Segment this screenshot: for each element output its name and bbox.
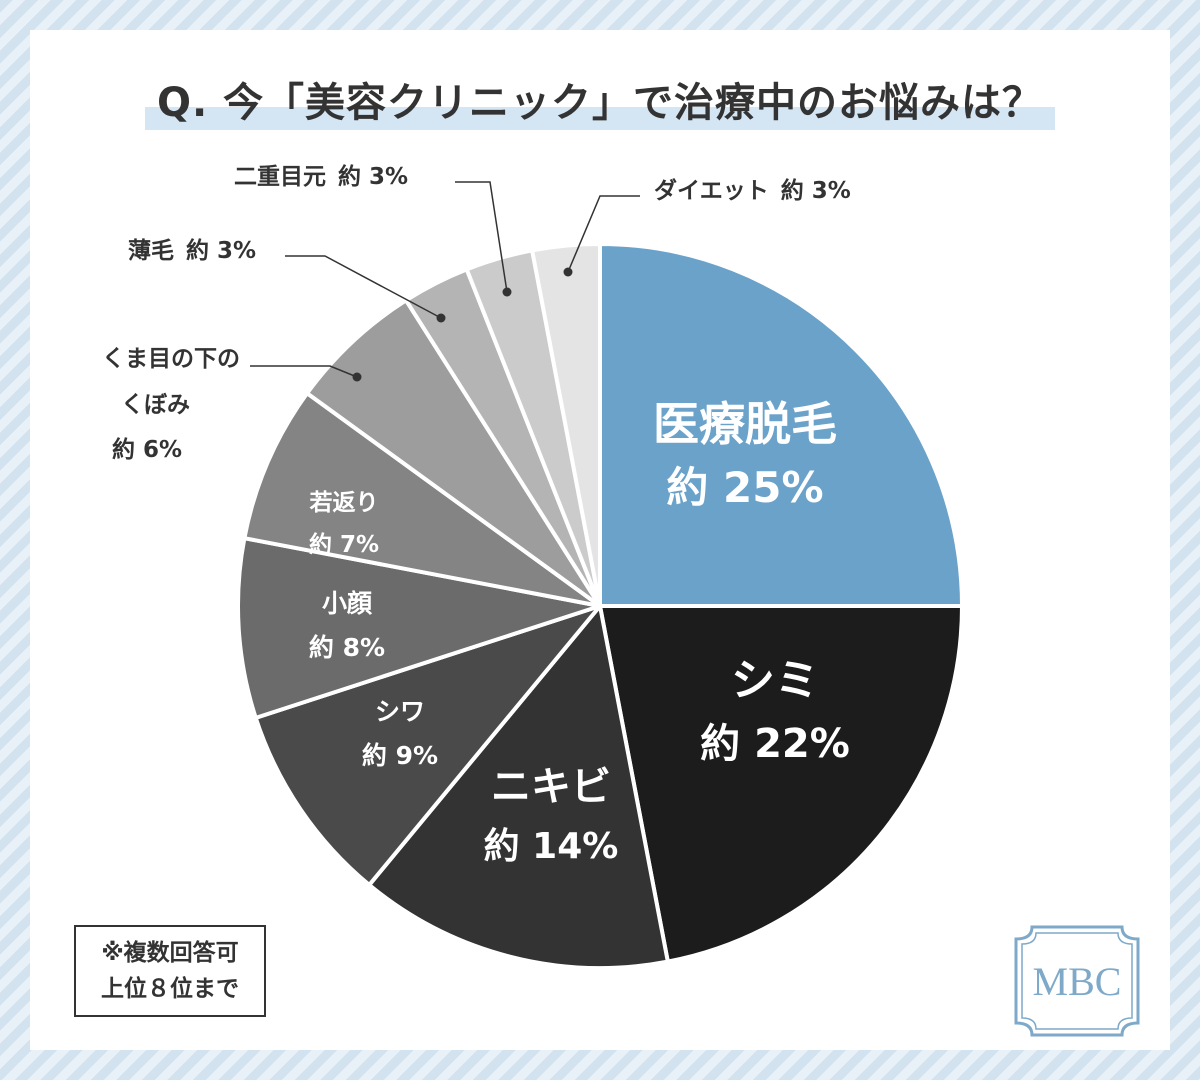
slice-7-value-label: 約 6%	[112, 436, 182, 463]
slice-6-wedge	[242, 391, 602, 608]
slice-10-wedge	[530, 242, 602, 608]
slice-4-wedge	[253, 604, 602, 887]
slice-10-value-label: 約 3%	[781, 177, 851, 204]
note-line-1: ※複数回答可	[101, 940, 239, 966]
slice-8-value-label: 約 3%	[186, 237, 256, 264]
slice-10-leader-line	[567, 195, 640, 273]
slice-4-value-label: 約 9%	[362, 741, 438, 770]
slice-10-leader-dot	[563, 267, 573, 277]
logo-text: MBC	[1033, 959, 1122, 1004]
slice-8-leader-line	[285, 255, 442, 319]
slice-7-leader-dot	[352, 372, 362, 382]
slice-7-wedge	[305, 298, 602, 608]
note-line-2: 上位８位まで	[101, 976, 239, 1002]
slice-9-name-label: 二重目元	[234, 164, 326, 190]
slice-1-name-label: 医療脱毛	[653, 397, 837, 451]
mbc-logo: MBC	[1014, 925, 1140, 1037]
slice-2-wedge	[598, 604, 964, 964]
slice-3-value-label: 約 14%	[484, 826, 619, 867]
slice-1-value-label: 約 25%	[666, 463, 823, 512]
slice-2-value-label: 約 22%	[700, 721, 850, 767]
title-wrap: Q. 今「美容クリニック」で治療中のお悩みは？	[30, 70, 1170, 130]
slice-5-name-label: 小顔	[322, 589, 373, 618]
slice-8-label: 薄毛約 3%	[128, 237, 256, 264]
slice-8-leader-dot	[436, 313, 446, 323]
leader-lines	[250, 181, 640, 382]
slice-10-name-label: ダイエット	[654, 177, 769, 204]
slice-6-name-label: 若返り	[310, 490, 379, 516]
slice-2-name-label: シミ	[731, 655, 819, 706]
slice-7-name-label-line-2: くぼみ	[121, 392, 190, 418]
slice-8-name-label: 薄毛	[128, 238, 174, 264]
slice-3-name-label: ニキビ	[491, 764, 611, 810]
slice-9-label: 二重目元約 3%	[234, 163, 408, 190]
slice-6-value-label: 約 7%	[309, 531, 379, 558]
slice-5-wedge	[236, 536, 602, 720]
slice-1-wedge	[598, 242, 964, 608]
logo-frame-inner	[1021, 932, 1133, 1030]
chart-title: Q. 今「美容クリニック」で治療中のお悩みは？	[144, 70, 1056, 130]
slice-9-value-label: 約 3%	[338, 163, 408, 190]
slice-9-leader-line	[455, 181, 508, 293]
pie-slices	[236, 242, 964, 970]
slice-10-label: ダイエット約 3%	[654, 177, 851, 204]
slice-3-wedge	[367, 604, 670, 970]
note-box: ※複数回答可 上位８位まで	[74, 925, 266, 1017]
slice-9-leader-dot	[502, 287, 512, 297]
slice-5-value-label: 約 8%	[309, 633, 385, 662]
logo-frame-outer	[1014, 925, 1140, 1037]
slice-7-leader-line	[250, 365, 358, 378]
slice-7-name-label-line-1: くま目の下の	[102, 346, 240, 372]
slice-4-name-label: シワ	[375, 697, 425, 726]
